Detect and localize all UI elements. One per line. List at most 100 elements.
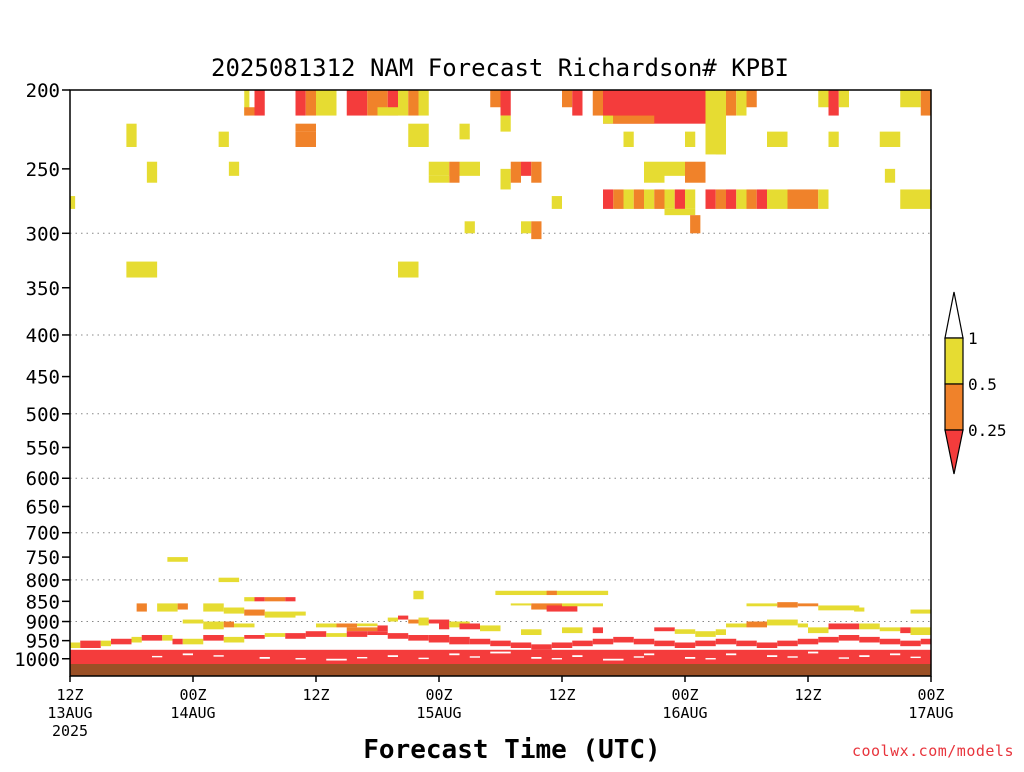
heatmap-cell <box>746 621 767 628</box>
heatmap-gap <box>182 653 193 656</box>
heatmap-cell <box>254 90 265 116</box>
heatmap-cell <box>346 627 378 632</box>
heatmap-cell <box>736 640 757 647</box>
x-axis-label: Forecast Time (UTC) <box>363 735 660 765</box>
heatmap-gap <box>490 651 511 654</box>
heatmap-cell <box>685 161 706 183</box>
x-tick-label: 15AUG <box>416 704 461 722</box>
heatmap-cell <box>797 623 808 628</box>
heatmap-cell <box>644 161 665 183</box>
heatmap-cell <box>767 189 788 209</box>
heatmap-gap <box>787 656 798 658</box>
heatmap-cell <box>264 597 286 602</box>
heatmap-cell <box>223 621 234 628</box>
heatmap-cell <box>674 629 696 634</box>
heatmap-cell <box>736 90 747 116</box>
heatmap-cell <box>418 90 429 116</box>
heatmap-cell <box>459 123 470 140</box>
heatmap-cell <box>685 189 696 209</box>
heatmap-cell <box>613 189 624 209</box>
heatmap-cell <box>633 189 644 209</box>
heatmap-cell <box>428 619 439 624</box>
heatmap-cell <box>572 640 593 647</box>
y-tick-label: 500 <box>26 404 60 426</box>
heatmap-cell <box>126 261 158 278</box>
heatmap-cell <box>218 577 240 583</box>
heatmap-cell <box>654 640 675 647</box>
heatmap-cell <box>777 602 798 608</box>
heatmap-cell <box>387 633 409 639</box>
heatmap-gap <box>326 658 347 661</box>
y-tick-label: 1000 <box>14 649 60 671</box>
heatmap-cell <box>572 90 583 116</box>
heatmap-cell <box>767 619 798 626</box>
heatmap-cell <box>398 261 419 278</box>
heatmap-cell <box>146 161 158 183</box>
heatmap-cell <box>70 660 931 665</box>
heatmap-cell <box>592 638 614 645</box>
heatmap-cell <box>726 189 737 209</box>
heatmap-cell <box>367 631 388 636</box>
heatmap-gap <box>644 653 655 656</box>
x-tick-label: 17AUG <box>908 704 953 722</box>
heatmap-cell <box>408 90 419 116</box>
heatmap-gap <box>838 657 849 659</box>
heatmap-cell <box>244 635 265 639</box>
heatmap-cell <box>562 603 603 607</box>
heatmap-cell <box>295 90 306 116</box>
heatmap-cell <box>654 189 665 209</box>
heatmap-cell <box>797 603 819 607</box>
heatmap-cell <box>464 221 475 234</box>
heatmap-cell <box>664 208 696 216</box>
heatmap-cell <box>531 644 552 650</box>
heatmap-cell <box>756 189 767 209</box>
heatmap-cell <box>480 625 501 632</box>
x-tick-label: 00Z <box>179 686 206 704</box>
heatmap-cell <box>459 161 480 176</box>
heatmap-cell <box>818 90 829 108</box>
watermark: coolwx.com/models <box>851 742 1014 760</box>
heatmap-cell <box>910 609 931 614</box>
heatmap-cell <box>70 642 81 648</box>
heatmap-gap <box>357 656 368 659</box>
heatmap-cell <box>449 636 470 645</box>
x-tick-label: 14AUG <box>170 704 215 722</box>
heatmap-cell <box>521 161 532 176</box>
heatmap-cell <box>910 627 931 636</box>
heatmap-cell <box>777 640 798 647</box>
heatmap-gap <box>469 656 480 658</box>
heatmap-cell <box>182 619 204 624</box>
heatmap-cell <box>254 597 265 602</box>
heatmap-cell <box>346 90 368 116</box>
heatmap-cell <box>408 635 429 641</box>
heatmap-cell <box>818 636 839 643</box>
colorbar-label: 0.5 <box>968 375 997 394</box>
heatmap-cell <box>387 90 398 116</box>
heatmap-cell <box>900 189 931 209</box>
heatmap-cell <box>884 168 896 183</box>
heatmap-cell <box>746 90 757 108</box>
heatmap-gap <box>449 653 460 656</box>
heatmap-cell <box>203 603 224 612</box>
heatmap-cell <box>408 619 419 624</box>
heatmap-cell <box>715 629 726 636</box>
heatmap-cell <box>490 640 511 647</box>
heatmap-cell <box>244 107 255 116</box>
heatmap-cell <box>685 131 696 147</box>
heatmap-cell <box>162 635 173 641</box>
colorbar-top-triangle <box>944 291 964 339</box>
colorbar-segment-yellow <box>944 337 964 385</box>
x-tick-label: 16AUG <box>662 704 707 722</box>
x-tick-label: 13AUG <box>47 704 92 722</box>
heatmap-cell <box>562 90 573 108</box>
heatmap-gap <box>910 656 921 659</box>
heatmap-gap <box>572 655 583 657</box>
heatmap-cell <box>854 607 865 612</box>
heatmap-cell <box>131 636 142 643</box>
heatmap-cell <box>398 90 409 116</box>
heatmap-cell <box>510 642 532 648</box>
y-tick-label: 300 <box>26 223 60 245</box>
heatmap-cell <box>859 623 880 630</box>
